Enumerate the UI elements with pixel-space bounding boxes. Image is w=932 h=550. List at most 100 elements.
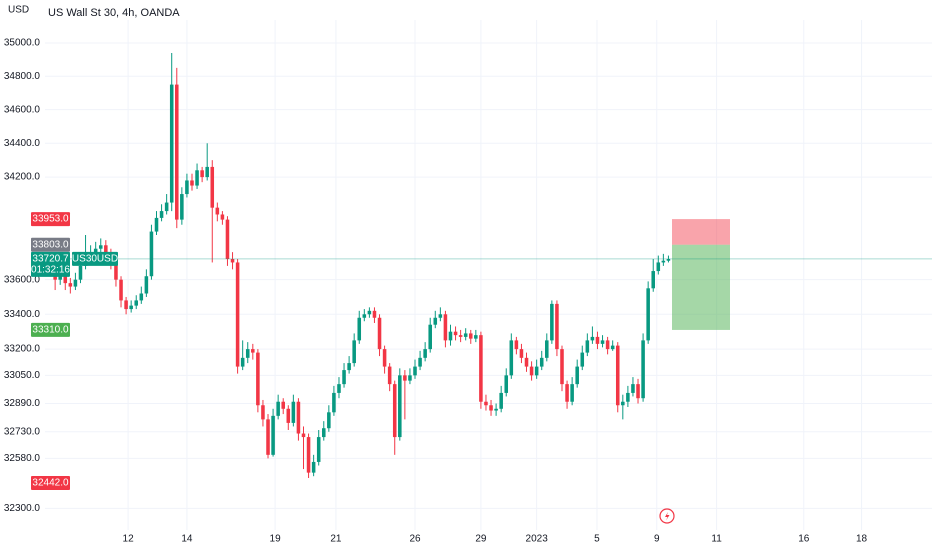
candle-body bbox=[433, 317, 438, 325]
candle-body bbox=[626, 392, 630, 402]
candle-body bbox=[332, 392, 336, 413]
candle-body bbox=[129, 305, 133, 310]
candle-body bbox=[453, 331, 458, 336]
y-tick-label: 34600.0 bbox=[4, 104, 41, 115]
candle-body bbox=[514, 340, 519, 350]
candle-body bbox=[164, 202, 169, 212]
candle-body bbox=[220, 214, 225, 220]
candle-body bbox=[169, 84, 174, 203]
candle-body bbox=[327, 412, 331, 429]
candle-body bbox=[154, 217, 159, 232]
candle-body bbox=[245, 349, 250, 358]
x-tick-label: 2023 bbox=[526, 534, 549, 545]
candle-body bbox=[134, 300, 139, 306]
countdown: 01:32:16 bbox=[31, 265, 70, 276]
x-tick-label: 26 bbox=[409, 534, 421, 545]
candle-body bbox=[458, 335, 463, 337]
candle-body bbox=[195, 170, 199, 186]
candle-body bbox=[413, 366, 417, 376]
icon-bolt bbox=[665, 512, 670, 521]
candle-body bbox=[605, 340, 610, 350]
candle-body bbox=[58, 276, 62, 280]
candle-body bbox=[159, 211, 164, 218]
candle-body bbox=[621, 401, 625, 406]
grid bbox=[45, 20, 932, 530]
y-tick-label: 33050.0 bbox=[4, 370, 41, 381]
candle-body bbox=[418, 357, 422, 367]
candle-body bbox=[484, 401, 488, 406]
candle-body bbox=[403, 375, 407, 381]
candle-body bbox=[372, 310, 377, 318]
candle-body bbox=[225, 219, 230, 260]
candle-body bbox=[266, 419, 270, 455]
candle-body bbox=[610, 345, 615, 350]
candle-body bbox=[600, 340, 605, 344]
x-tick-label: 16 bbox=[798, 534, 810, 545]
x-tick-label: 19 bbox=[270, 534, 282, 545]
candle-body bbox=[641, 340, 645, 399]
y-tick-label: 34400.0 bbox=[4, 138, 41, 149]
chart-title: US Wall St 30, 4h, OANDA bbox=[48, 7, 180, 19]
x-tick-label: 18 bbox=[856, 534, 868, 545]
candle-body bbox=[428, 324, 432, 350]
price-label-box bbox=[31, 237, 70, 252]
candle-body bbox=[387, 366, 392, 385]
candle-body bbox=[504, 375, 509, 393]
current-price-box bbox=[31, 251, 70, 277]
candle-body bbox=[104, 245, 108, 253]
candle-body bbox=[342, 370, 346, 385]
candle-body bbox=[73, 279, 78, 287]
candle-body bbox=[423, 349, 427, 358]
candle-body bbox=[438, 314, 443, 318]
x-tick-label: 29 bbox=[475, 534, 487, 545]
candle-body bbox=[646, 288, 650, 341]
candle-body bbox=[489, 405, 493, 411]
candle-body bbox=[251, 349, 255, 353]
candle-body bbox=[215, 207, 220, 215]
candle-body bbox=[377, 317, 382, 350]
stop-zone bbox=[672, 219, 730, 245]
candle-body bbox=[337, 384, 341, 393]
y-tick-label: 32300.0 bbox=[4, 503, 41, 514]
y-tick-label: 35000.0 bbox=[4, 38, 41, 49]
x-tick-label: 12 bbox=[123, 534, 135, 545]
candle-body bbox=[276, 401, 280, 416]
candle-body bbox=[656, 262, 661, 272]
alert-icon[interactable] bbox=[659, 508, 675, 524]
candle-body bbox=[200, 170, 204, 178]
y-tick-label: 34200.0 bbox=[4, 172, 41, 183]
candle-body bbox=[357, 317, 362, 341]
y-tick-label: 34800.0 bbox=[4, 71, 41, 82]
candle-body bbox=[545, 340, 549, 358]
candle-body bbox=[291, 401, 296, 423]
x-tick-label: 9 bbox=[654, 534, 660, 545]
candle-body bbox=[524, 357, 529, 367]
symbol-label: US30USD bbox=[72, 254, 118, 265]
candle-body bbox=[555, 303, 559, 350]
candle-body bbox=[311, 461, 316, 473]
candle-body bbox=[565, 384, 569, 402]
candle-body bbox=[651, 271, 656, 289]
x-tick-label: 5 bbox=[594, 534, 600, 545]
candle-body bbox=[468, 333, 473, 339]
candle-body bbox=[301, 433, 306, 438]
candle-body bbox=[281, 401, 285, 409]
candle-body bbox=[98, 245, 103, 249]
target-zone bbox=[672, 244, 730, 330]
candle-body bbox=[479, 335, 483, 402]
price-label-box bbox=[31, 322, 70, 337]
candle-body bbox=[499, 392, 503, 409]
y-tick-label: 33200.0 bbox=[4, 344, 41, 355]
symbol-box bbox=[72, 251, 118, 266]
candle-body bbox=[443, 314, 448, 341]
candle-body bbox=[205, 166, 209, 178]
candle-body bbox=[615, 345, 620, 406]
candle-body bbox=[575, 366, 579, 385]
candle-body bbox=[631, 384, 635, 393]
candle-body bbox=[448, 331, 453, 341]
y-tick-label: 32730.0 bbox=[4, 426, 41, 437]
candle-body bbox=[408, 375, 412, 381]
y-tick-label: 32580.0 bbox=[4, 453, 41, 464]
candle-body bbox=[296, 401, 301, 434]
